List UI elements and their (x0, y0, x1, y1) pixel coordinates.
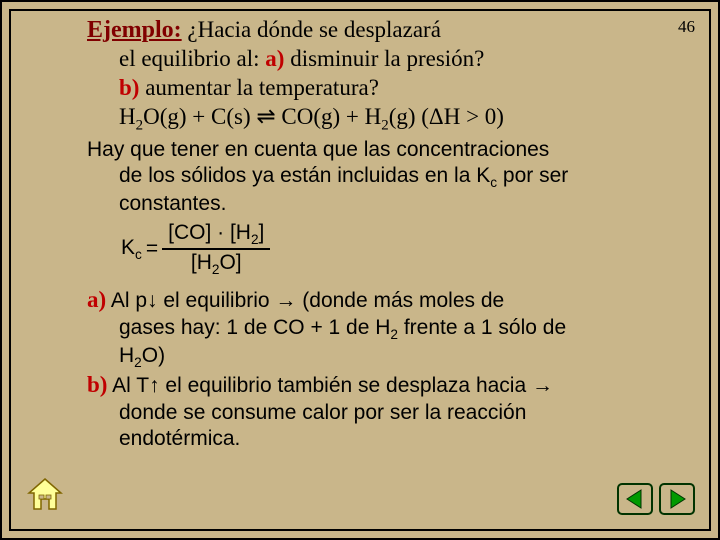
fraction: [CO] · [H2] [H2O] (162, 220, 270, 279)
ans-a-2b: frente a 1 sólo de (398, 316, 566, 339)
eq-sub1: 2 (136, 117, 143, 133)
answer-a: a) Al p↓ el equilibrio → (donde más mole… (87, 286, 697, 371)
arrow-right-icon (659, 483, 695, 515)
kc-equation: Kc = [CO] · [H2] [H2O] (87, 220, 697, 279)
a-label: a) (265, 46, 284, 71)
line2a: el equilibrio al: (119, 46, 265, 71)
line2b: disminuir la presión? (284, 46, 484, 71)
ans-b-line3: endotérmica. (87, 426, 697, 452)
page-number: 46 (678, 17, 695, 37)
slide: 46 Ejemplo: ¿Hacia dónde se desplazará e… (0, 0, 720, 540)
ans-a-label: a) (87, 287, 106, 312)
para-1-line1: Hay que tener en cuenta que las concentr… (87, 137, 697, 163)
line-2: el equilibrio al: a) disminuir la presió… (87, 45, 697, 74)
b-label: b) (119, 75, 139, 100)
content-block: Ejemplo: ¿Hacia dónde se desplazará el e… (87, 15, 697, 453)
equation-line: H2O(g) + C(s) ⇌ CO(g) + H2(g) (ΔH > 0) (87, 103, 697, 135)
next-button[interactable] (659, 483, 695, 515)
home-button[interactable] (25, 475, 65, 515)
home-icon (25, 475, 65, 515)
eq-pre: H (119, 104, 136, 129)
title: Ejemplo: (87, 17, 182, 43)
ans-a-3b: O) (142, 344, 165, 367)
eq-sub2: 2 (381, 117, 388, 133)
answer-b: b) Al T↑ el equilibrio también se despla… (87, 371, 697, 452)
ans-b-line1: b) Al T↑ el equilibrio también se despla… (87, 371, 697, 400)
nav-buttons (617, 483, 695, 515)
ans-a-line3: H2O) (87, 343, 697, 371)
line-3: b) aumentar la temperatura? (87, 74, 697, 103)
ans-a-line1: a) Al p↓ el equilibrio → (donde más mole… (87, 286, 697, 315)
ans-b-line2: donde se consume calor por ser la reacci… (87, 400, 697, 426)
ans-a-line2: gases hay: 1 de CO + 1 de H2 frente a 1 … (87, 315, 697, 343)
fraction-numerator: [CO] · [H2] (162, 220, 270, 250)
prev-button[interactable] (617, 483, 653, 515)
line-1: Ejemplo: ¿Hacia dónde se desplazará (87, 15, 697, 45)
equals: = (146, 236, 158, 262)
para-1-line3: constantes. (87, 191, 697, 217)
eq-mid: O(g) + C(s) ⇌ CO(g) + H (143, 104, 381, 129)
eq-tail: (g) (ΔH > 0) (389, 104, 504, 129)
ans-b-label: b) (87, 372, 107, 397)
line1-rest: ¿Hacia dónde se desplazará (182, 17, 441, 42)
arrow-left-icon (617, 483, 653, 515)
ans-b-1: Al T↑ el equilibrio también se desplaza … (107, 374, 553, 397)
p1c: por ser (497, 164, 568, 187)
p1b: de los sólidos ya están incluidas en la … (119, 164, 490, 187)
slide-inner: 46 Ejemplo: ¿Hacia dónde se desplazará e… (9, 9, 711, 531)
fraction-denominator: [H2O] (162, 250, 270, 278)
ans-a-3a: H (119, 344, 134, 367)
ans-a-1: Al p↓ el equilibrio → (donde más moles d… (106, 289, 504, 312)
line3-text: aumentar la temperatura? (139, 75, 378, 100)
ans-a-2: gases hay: 1 de CO + 1 de H (119, 316, 390, 339)
kc-label: Kc (121, 235, 142, 263)
para-1-line2: de los sólidos ya están incluidas en la … (87, 163, 697, 191)
